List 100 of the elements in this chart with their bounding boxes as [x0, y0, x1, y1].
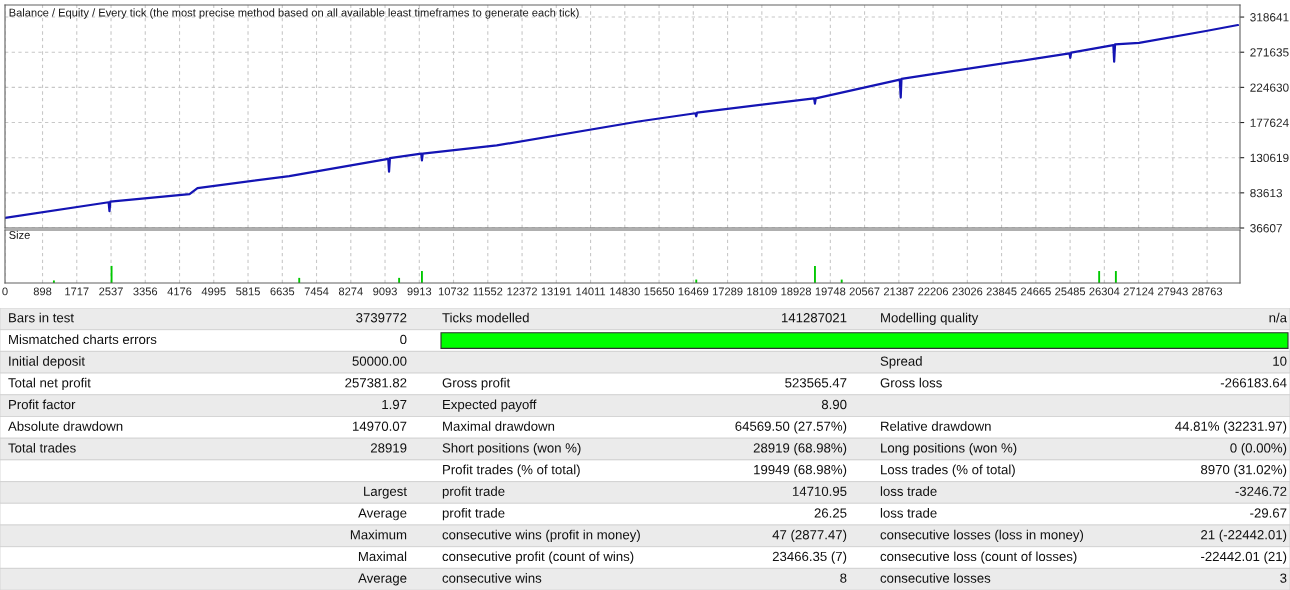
x-tick-label: 17289 — [712, 287, 743, 296]
text: Relative drawdown — [881, 421, 991, 431]
x-tick-label: 25485 — [1055, 287, 1086, 296]
y-tick-label: 130619 — [1250, 153, 1289, 163]
text: 47 (2877.47) — [772, 529, 847, 542]
x-tick-label: 9913 — [407, 287, 432, 296]
text: consecutive loss (count of losses) — [880, 551, 1077, 564]
x-tick-label: 12372 — [507, 287, 537, 296]
x-tick-label: 5815 — [236, 287, 260, 296]
text: 23466.35 (7) — [772, 551, 847, 564]
text: consecutive losses — [880, 573, 991, 583]
x-tick-label: 27124 — [1123, 287, 1154, 296]
text: 257381.82 — [345, 378, 407, 388]
text: 21 (-22442.01) — [1201, 529, 1287, 542]
x-tick-label: 0 — [2, 287, 8, 296]
x-tick-label: 28763 — [1192, 287, 1223, 296]
text: 50000.00 — [352, 356, 407, 366]
text: n/a — [1269, 312, 1287, 323]
text: 28919 — [370, 443, 407, 453]
text: Gross profit — [442, 377, 511, 391]
text: Average — [358, 508, 407, 521]
x-tick-label: 14830 — [610, 287, 640, 296]
text: Gross loss — [880, 377, 942, 388]
text: 14970.07 — [352, 421, 407, 431]
text: 19949 (68.98%) — [754, 464, 847, 477]
text: 26.25 — [814, 508, 847, 518]
x-tick-label: 19748 — [815, 287, 846, 296]
x-tick-label: 10732 — [438, 287, 469, 296]
text: Initial deposit — [9, 356, 85, 369]
text: Total trades — [8, 442, 76, 453]
x-tick-label: 14011 — [576, 287, 606, 296]
text: Spread — [880, 356, 922, 369]
text: 14710.95 — [792, 486, 847, 496]
text: Modelling quality — [881, 312, 979, 325]
text: Maximum — [350, 529, 407, 540]
x-tick-label: 27943 — [1157, 287, 1188, 296]
y-tick-label: 36607 — [1250, 224, 1282, 233]
text: Profit factor — [9, 399, 76, 410]
text: consecutive wins (profit in money) — [442, 529, 640, 542]
text: consecutive losses (loss in money) — [880, 529, 1084, 542]
text: 10 — [1273, 356, 1287, 366]
x-tick-label: 20567 — [849, 287, 880, 296]
x-tick-label: 11552 — [473, 287, 503, 296]
chart-title: Size — [9, 230, 30, 239]
x-tick-label: 22206 — [918, 287, 949, 296]
x-tick-label: 3356 — [133, 287, 158, 296]
text: 3 — [1280, 573, 1287, 583]
text: Mismatched charts errors — [9, 334, 157, 345]
text: Short positions (won %) — [442, 442, 581, 456]
x-tick-label: 23845 — [986, 287, 1017, 296]
text: 0 — [400, 334, 407, 345]
x-tick-label: 9093 — [373, 287, 397, 296]
y-tick-label: 224630 — [1250, 83, 1289, 92]
text: 64569.50 (27.57%) — [735, 421, 847, 434]
x-tick-label: 7454 — [304, 287, 329, 296]
text: 44.81% (32231.97) — [1175, 421, 1287, 434]
y-tick-label: 177624 — [1250, 118, 1289, 127]
line-series — [5, 23, 1240, 220]
x-tick-label: 18928 — [781, 287, 812, 296]
text: 0 (0.00%) — [1230, 442, 1287, 456]
text: -3246.72 — [1235, 486, 1287, 496]
x-tick-label: 898 — [33, 287, 52, 296]
text: profit trade — [442, 486, 505, 499]
text: consecutive profit (count of wins) — [442, 551, 634, 564]
text: Expected payoff — [443, 399, 537, 412]
text: 8970 (31.02%) — [1201, 464, 1287, 477]
y-tick-label: 83613 — [1250, 188, 1283, 198]
y-tick-label: 271635 — [1250, 48, 1289, 57]
text: 523565.47 — [785, 378, 847, 388]
x-tick-label: 13191 — [541, 287, 572, 296]
x-tick-label: 4176 — [167, 287, 192, 296]
x-tick-label: 26304 — [1089, 287, 1120, 296]
x-tick-label: 2537 — [99, 287, 123, 296]
text: Maximal — [358, 551, 407, 562]
text: 3739772 — [356, 313, 407, 323]
text: loss trade — [880, 486, 937, 496]
text: Bars in test — [9, 312, 74, 323]
text: -29.67 — [1250, 508, 1287, 518]
text: consecutive wins — [442, 573, 542, 583]
text: Maximal drawdown — [443, 421, 555, 431]
x-tick-label: 24665 — [1020, 287, 1051, 296]
text: profit trade — [442, 508, 505, 521]
text: Largest — [364, 486, 407, 499]
text: -22442.01 (21) — [1201, 551, 1287, 564]
text: Ticks modelled — [442, 312, 529, 323]
chart-title: Balance / Equity / Every tick (the most precise method based on all available least timeframes to generate each tick) — [9, 8, 579, 19]
y-tick-label: 318641 — [1250, 13, 1289, 22]
text: 141287021 — [781, 313, 847, 323]
text: Absolute drawdown — [8, 421, 123, 431]
x-tick-label: 1717 — [65, 287, 89, 296]
text: 8.90 — [821, 399, 847, 410]
text: loss trade — [880, 508, 937, 518]
x-tick-label: 21387 — [883, 287, 914, 296]
text: Total net profit — [8, 377, 91, 391]
text: Long positions (won %) — [881, 442, 1017, 456]
x-tick-label: 15650 — [644, 287, 675, 296]
x-tick-label: 4995 — [201, 287, 226, 296]
text: -266183.64 — [1220, 378, 1287, 388]
text: 1.97 — [382, 399, 407, 410]
text: 28919 (68.98%) — [753, 442, 847, 456]
